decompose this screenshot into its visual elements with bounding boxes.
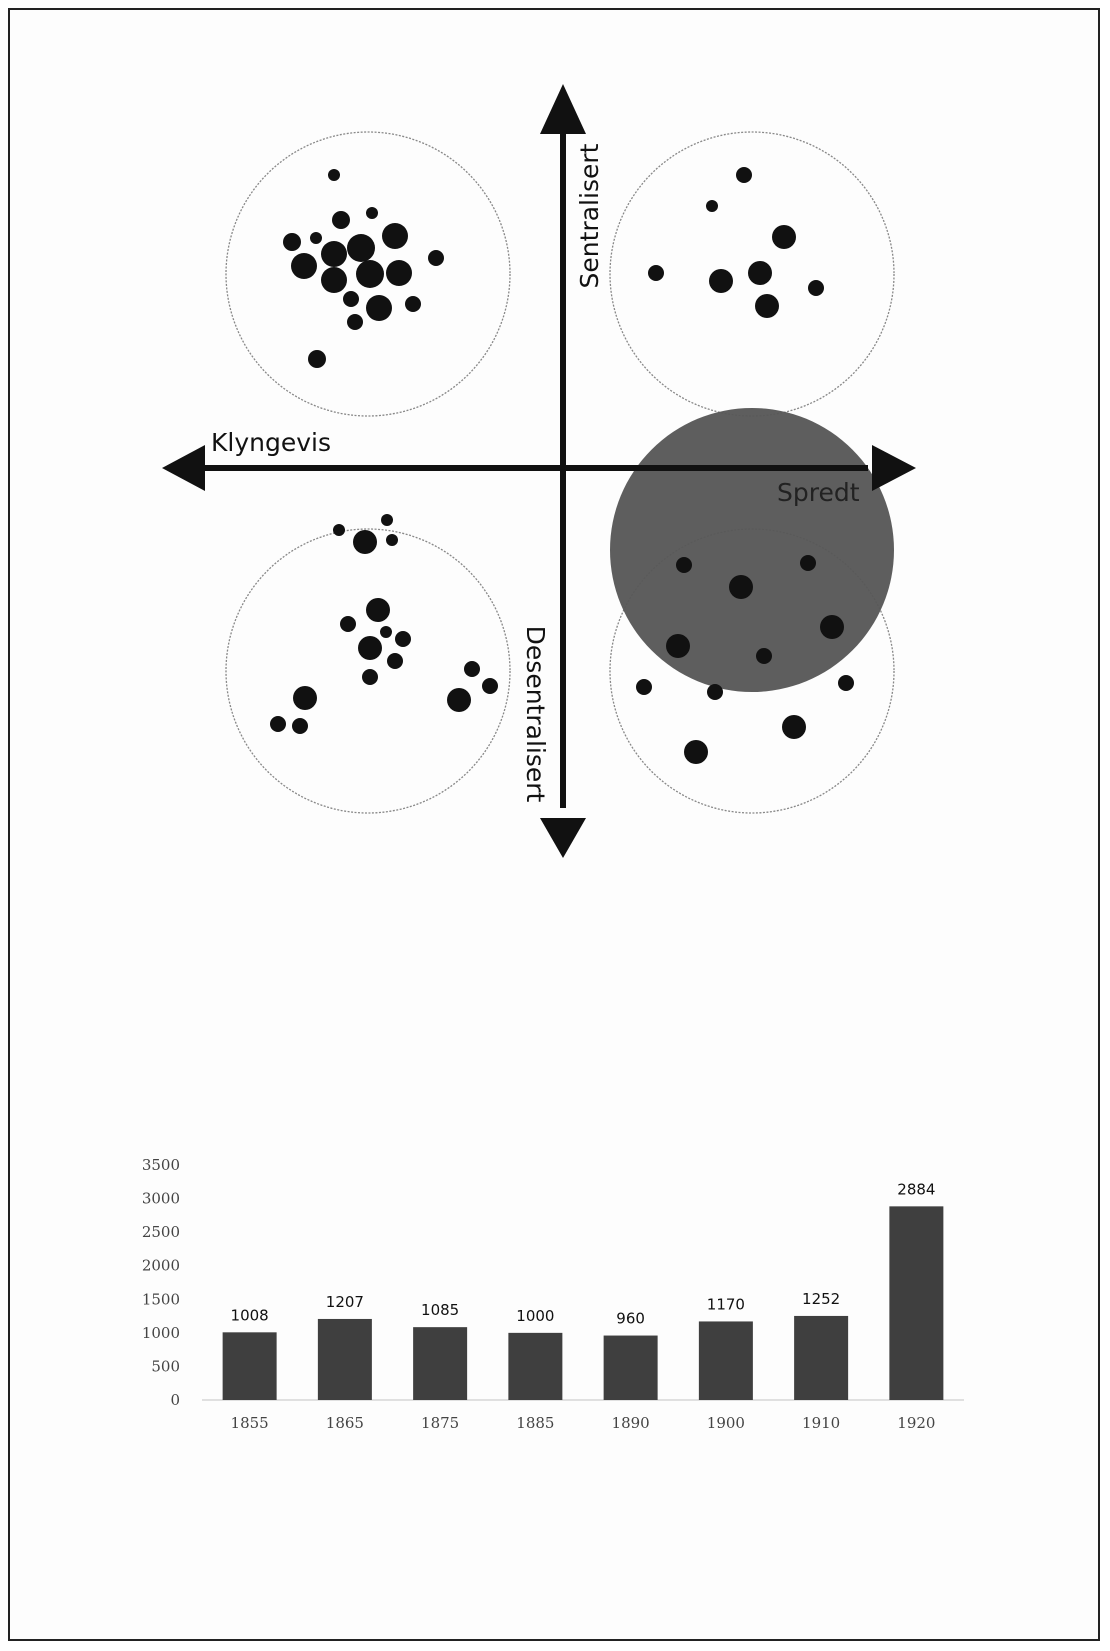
bar-chart: 0 500 1000 1500 2000 2500 3000 3500 1008 1207 108… [142,1156,964,1432]
y-tick-label: 2000 [142,1257,180,1275]
bar-1865 [317,1318,372,1400]
bars: 1008 1207 1085 1000 960 1170 1252 2884 [222,1180,944,1400]
bar-1900 [698,1321,753,1400]
dots-centralized-dispersed [648,167,824,318]
y-tick-label: 2500 [142,1223,180,1241]
arrow-up-icon [540,84,586,134]
y-tick-label: 1500 [142,1290,180,1308]
label-south: Desentralisert [521,626,550,803]
y-tick-label: 3500 [142,1156,180,1174]
y-tick-label: 0 [170,1391,180,1409]
data-label-1885: 1000 [516,1307,554,1325]
pattern-diagram: Sentralisert Desentralisert Klyngevis Sp… [162,84,916,858]
x-tick-label-1890: 1890 [612,1414,650,1432]
x-tick-label-1875: 1875 [421,1414,459,1432]
highlight-area [610,408,894,692]
x-axis: 1855 1865 1875 1885 1890 1900 1910 1920 [231,1414,936,1432]
quadrant-circle-centralized-dispersed [609,131,895,417]
x-tick-label-1920: 1920 [897,1414,935,1432]
x-tick-label-1855: 1855 [231,1414,269,1432]
axes [162,84,916,858]
arrow-left-icon [162,445,205,491]
data-label-1875: 1085 [421,1301,459,1319]
quadrant-circle-decentralized-clustered [225,528,511,814]
label-north: Sentralisert [575,143,604,288]
data-label-1865: 1207 [326,1293,364,1311]
bar-1910 [794,1315,849,1400]
y-tick-label: 1000 [142,1324,180,1342]
quadrant-circle-centralized-clustered [225,131,511,417]
data-label-1900: 1170 [707,1295,745,1313]
x-tick-label-1900: 1900 [707,1414,745,1432]
dots-highlighted [666,555,844,700]
bar-1920 [889,1206,944,1400]
arrow-right-icon [872,445,916,491]
x-tick-label-1865: 1865 [326,1414,364,1432]
dots-decentralized-dispersed [636,675,854,764]
page: Sentralisert Desentralisert Klyngevis Sp… [8,8,1100,1641]
arrow-down-icon [540,818,586,858]
dots-centralized-clustered [283,169,444,368]
data-label-1910: 1252 [802,1290,840,1308]
data-label-1855: 1008 [231,1306,269,1324]
data-label-1920: 2884 [897,1180,935,1198]
label-east: Spredt [777,478,860,507]
bar-1890 [603,1335,658,1400]
y-tick-label: 3000 [142,1190,180,1208]
dots-decentralized-clustered [270,514,498,734]
x-tick-label-1885: 1885 [516,1414,554,1432]
data-label-1890: 960 [616,1310,645,1328]
bar-1875 [413,1327,468,1400]
y-axis: 0 500 1000 1500 2000 2500 3000 3500 [142,1156,180,1409]
bar-1885 [508,1332,563,1400]
x-tick-label-1910: 1910 [802,1414,840,1432]
y-tick-label: 500 [151,1357,180,1375]
label-west: Klyngevis [211,428,331,457]
bar-1855 [222,1332,277,1400]
